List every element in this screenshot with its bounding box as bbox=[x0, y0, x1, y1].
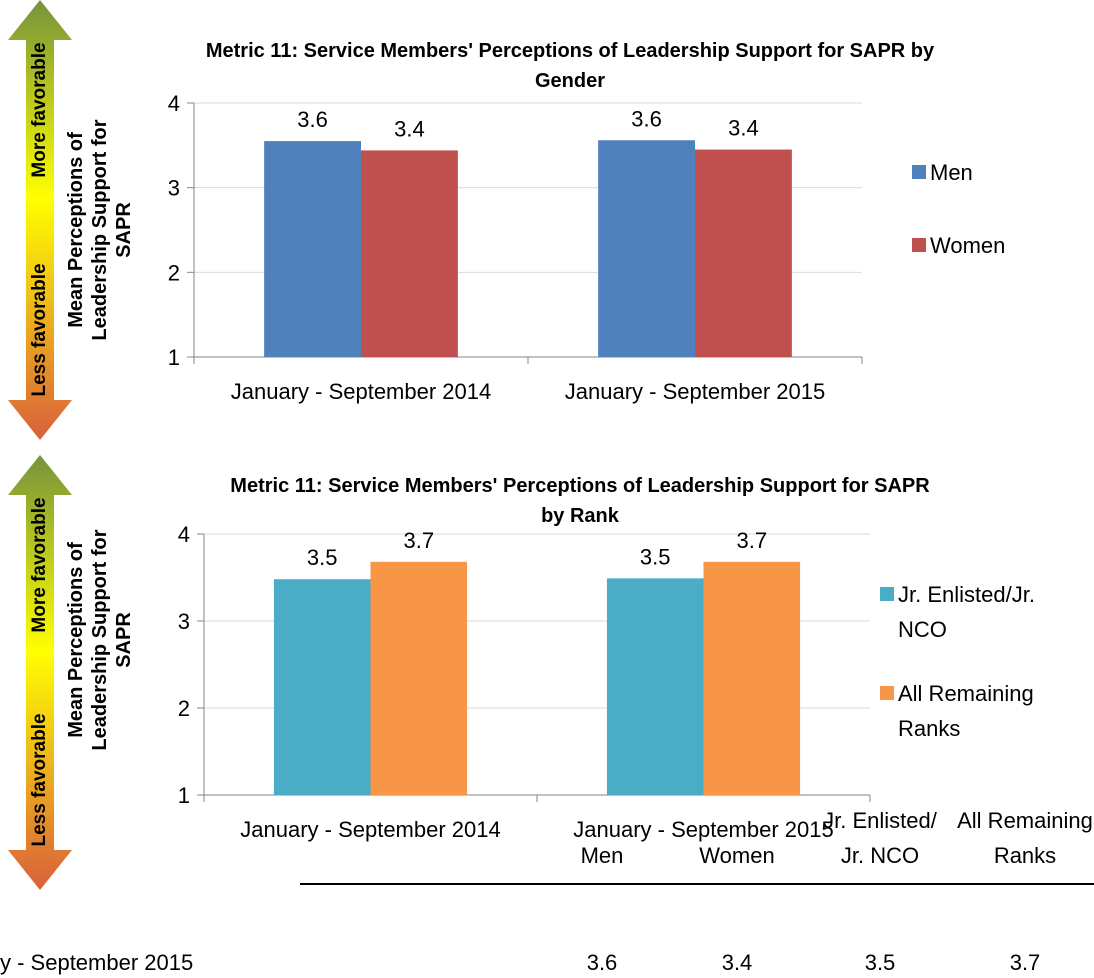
legend-swatch bbox=[880, 686, 894, 700]
table-cell: 3.4 bbox=[722, 950, 753, 975]
y-tick-label: 4 bbox=[178, 522, 190, 547]
bar bbox=[370, 561, 468, 795]
data-label: 3.5 bbox=[640, 544, 671, 569]
bar bbox=[695, 149, 792, 357]
y-tick-label: 3 bbox=[178, 609, 190, 634]
x-tick-label: January - September 2014 bbox=[231, 379, 492, 404]
bar bbox=[264, 141, 361, 357]
x-tick-label: January - September 2015 bbox=[565, 379, 826, 404]
bar bbox=[273, 579, 371, 795]
chart-title: Metric 11: Service Members' Perceptions … bbox=[230, 475, 930, 527]
table-row-label: y - September 2015 bbox=[0, 950, 193, 975]
chart-title: Metric 11: Service Members' Perceptions … bbox=[206, 40, 935, 92]
table-header: Jr. Enlisted/Jr. NCO bbox=[823, 808, 938, 868]
y-tick-label: 4 bbox=[168, 91, 180, 116]
table-header: Men bbox=[581, 843, 624, 868]
data-label: 3.7 bbox=[736, 528, 767, 553]
x-tick-label: January - September 2015 bbox=[573, 817, 834, 842]
legend-swatch bbox=[912, 165, 926, 179]
y-tick-label: 3 bbox=[168, 176, 180, 201]
data-label: 3.7 bbox=[403, 528, 434, 553]
bar bbox=[703, 561, 801, 795]
x-tick-label: January - September 2014 bbox=[240, 817, 501, 842]
favorability-label: Less favorable bbox=[29, 713, 50, 846]
y-axis-label: Mean Perceptions of Leadership Support fo… bbox=[65, 119, 135, 340]
legend-label: Men bbox=[930, 160, 973, 185]
favorability-arrow bbox=[8, 455, 72, 890]
legend-swatch bbox=[880, 587, 894, 601]
data-label: 3.6 bbox=[631, 106, 662, 131]
data-label: 3.5 bbox=[307, 545, 338, 570]
table-cell: 3.5 bbox=[865, 950, 896, 975]
legend-label: Jr. Enlisted/Jr. NCO bbox=[898, 582, 1035, 642]
legend-label: Women bbox=[930, 233, 1005, 258]
y-tick-label: 1 bbox=[178, 783, 190, 808]
table-header: All Remaining Ranks bbox=[957, 808, 1093, 868]
bar bbox=[606, 578, 704, 795]
data-label: 3.4 bbox=[394, 116, 425, 141]
table-cell: 3.7 bbox=[1010, 950, 1041, 975]
y-tick-label: 2 bbox=[168, 260, 180, 285]
data-label: 3.6 bbox=[297, 107, 328, 132]
data-label: 3.4 bbox=[728, 116, 759, 141]
favorability-label: Less favorable bbox=[29, 263, 50, 396]
y-tick-label: 2 bbox=[178, 696, 190, 721]
favorability-label: More favorable bbox=[29, 42, 50, 177]
favorability-arrow bbox=[8, 0, 72, 440]
y-axis-label: Mean Perceptions of Leadership Support fo… bbox=[65, 529, 135, 750]
bar bbox=[598, 140, 695, 357]
bar bbox=[361, 150, 458, 357]
table-header: Women bbox=[699, 843, 774, 868]
favorability-label: More favorable bbox=[29, 497, 50, 632]
y-tick-label: 1 bbox=[168, 345, 180, 370]
legend-swatch bbox=[912, 238, 926, 252]
table-cell: 3.6 bbox=[587, 950, 618, 975]
legend-label: All Remaining Ranks bbox=[898, 681, 1034, 741]
